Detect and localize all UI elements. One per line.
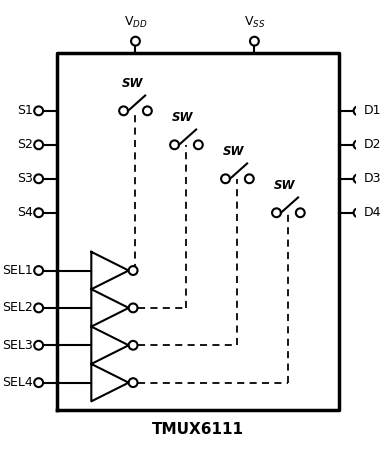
Text: S4: S4	[17, 206, 33, 219]
Circle shape	[34, 378, 43, 387]
Text: S2: S2	[17, 138, 33, 151]
Circle shape	[354, 106, 363, 115]
Circle shape	[354, 140, 363, 149]
Text: SEL4: SEL4	[2, 376, 33, 389]
Text: V$_{DD}$: V$_{DD}$	[124, 15, 147, 30]
Text: SW: SW	[172, 111, 194, 125]
Circle shape	[129, 266, 138, 275]
Text: SEL1: SEL1	[2, 264, 33, 277]
Circle shape	[34, 140, 43, 149]
Text: SW: SW	[223, 145, 245, 159]
Circle shape	[131, 37, 140, 46]
Text: S3: S3	[17, 172, 33, 185]
Text: D4: D4	[364, 206, 380, 219]
Circle shape	[221, 174, 230, 183]
Circle shape	[170, 140, 179, 149]
Text: D3: D3	[364, 172, 380, 185]
Text: S1: S1	[17, 104, 33, 117]
Text: TMUX6111: TMUX6111	[152, 422, 244, 437]
Circle shape	[296, 208, 305, 217]
Circle shape	[354, 174, 363, 183]
Circle shape	[34, 208, 43, 217]
Circle shape	[34, 304, 43, 312]
Circle shape	[354, 208, 363, 217]
Circle shape	[129, 341, 138, 350]
Circle shape	[250, 37, 259, 46]
Text: D1: D1	[364, 104, 380, 117]
Text: D2: D2	[364, 138, 380, 151]
Text: SEL3: SEL3	[2, 339, 33, 352]
Circle shape	[119, 106, 128, 115]
Circle shape	[194, 140, 203, 149]
Circle shape	[143, 106, 152, 115]
Circle shape	[34, 174, 43, 183]
Text: SW: SW	[121, 77, 143, 91]
Circle shape	[245, 174, 254, 183]
Circle shape	[272, 208, 281, 217]
Circle shape	[34, 341, 43, 350]
Circle shape	[129, 378, 138, 387]
Circle shape	[34, 266, 43, 275]
Circle shape	[129, 304, 138, 312]
Circle shape	[34, 106, 43, 115]
Text: SW: SW	[274, 179, 296, 193]
Text: SEL2: SEL2	[2, 301, 33, 314]
Text: V$_{SS}$: V$_{SS}$	[244, 15, 265, 30]
